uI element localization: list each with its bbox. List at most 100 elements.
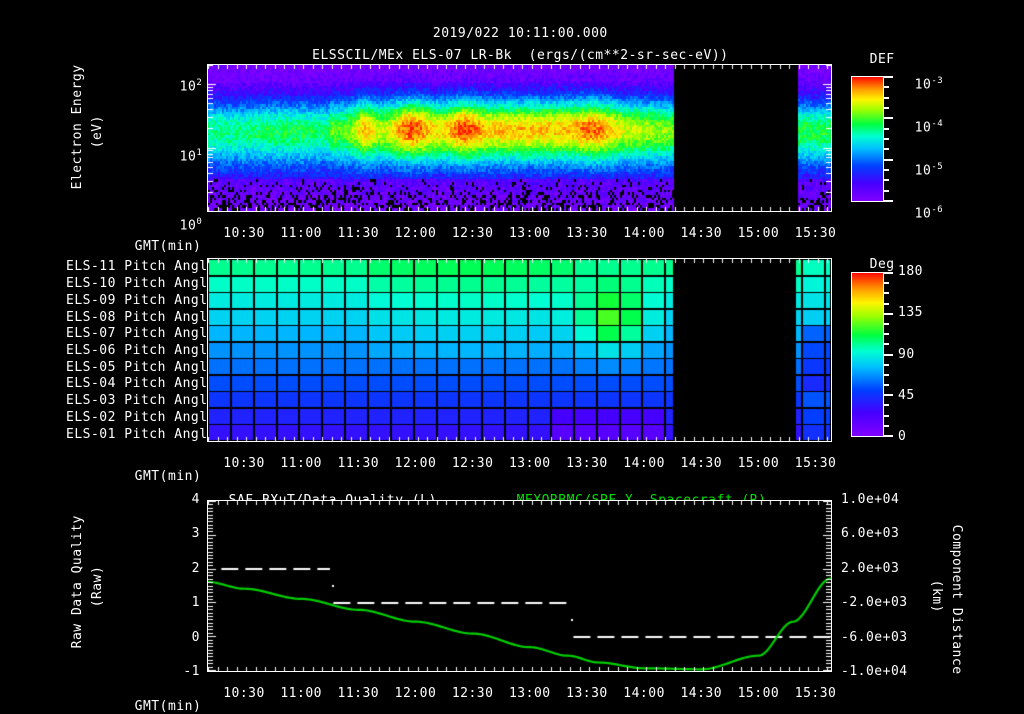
time-tick-label: 10:30: [223, 226, 265, 241]
def-tick-label-3: 10-6: [898, 193, 944, 222]
pitch-angle-row-label: ELS-09 Pitch Angle: [66, 292, 216, 308]
panel3-right-tick-label: 6.0e+03: [841, 526, 900, 542]
time-tick-label: 11:00: [280, 686, 322, 701]
pitch-angle-row-label: ELS-08 Pitch Angle: [66, 309, 216, 325]
subtitle-label: ELSSCIL/MEx ELS-07 LR-Bk (ergs/(cm**2-sr…: [312, 48, 729, 63]
panel3-ylabel-left: Raw Data Quality: [58, 508, 85, 673]
panel3-right-tick-label: 1.0e+04: [841, 492, 900, 507]
panel2-time-ticklabels: 10:30 11:00 11:30 12:00 12:30 13:00 13:30 14:00…: [207, 456, 836, 473]
pitch-angle-row-label: ELS-01 Pitch Angle: [66, 426, 216, 442]
panel3-left-tick-label: 1: [191, 595, 200, 611]
spectrogram-panel[interactable]: [207, 64, 832, 212]
deg-colorbar-ticks: [884, 272, 896, 437]
time-tick-label: 11:30: [337, 456, 380, 471]
colorbar-tick: [884, 128, 889, 130]
colorbar-tick: [884, 425, 889, 427]
colorbar-tick: [884, 179, 889, 181]
def-colorbar-title: DEF: [853, 40, 895, 66]
panel3-ylabel-right-unit: (km): [929, 560, 956, 616]
colorbar-tick: [884, 159, 893, 161]
cb-mantissa: 10: [914, 77, 932, 93]
panel3-ylabel-left-unit: (Raw): [78, 565, 105, 625]
time-tick-label: 14:00: [623, 686, 665, 701]
time-tick-label: 13:30: [566, 686, 608, 701]
colorbar-tick: [884, 394, 893, 396]
cb-mantissa: 10: [914, 120, 932, 136]
data-quality-panel[interactable]: [207, 500, 832, 672]
subtitle: ELSSCIL/MEx ELS-07 LR-Bk (ergs/(cm**2-sr…: [0, 36, 1024, 62]
cb-exponent: -6: [931, 205, 944, 215]
colorbar-tick: [884, 138, 889, 140]
deg-tick-label: 180: [898, 264, 923, 279]
deg-colorbar-title-text: Deg: [869, 257, 895, 272]
panel1-ylabel: Electron Energy: [58, 60, 85, 210]
pitch-angle-panel[interactable]: [207, 258, 832, 442]
cb-exponent: -4: [931, 119, 944, 129]
ytick-exponent: 1: [196, 148, 203, 158]
page-title: 2019/022 10:11:00.000: [0, 14, 1024, 40]
time-tick-label: 12:30: [451, 226, 494, 241]
colorbar-tick: [884, 190, 889, 192]
time-tick-label: 15:30: [794, 226, 837, 241]
pitch-angle-row-label: ELS-06 Pitch Angle: [66, 343, 216, 358]
colorbar-tick: [884, 333, 889, 335]
colorbar-tick: [884, 364, 889, 366]
ytick-mantissa: 10: [179, 79, 197, 95]
panel3-xlabel-text: GMT(min): [134, 699, 202, 714]
time-tick-label: 14:30: [680, 686, 723, 701]
time-tick-label: 14:30: [680, 456, 723, 471]
colorbar-tick: [884, 117, 893, 119]
colorbar-tick: [884, 435, 893, 437]
colorbar-tick: [884, 374, 889, 376]
def-tick-label-1: 10-4: [898, 107, 944, 136]
colorbar-tick: [884, 303, 889, 305]
pitch-angle-row-label: ELS-11 Pitch Angle: [66, 259, 216, 275]
time-tick-label: 13:30: [566, 226, 608, 241]
pitch-angle-row-label: ELS-07 Pitch Angle: [66, 326, 216, 342]
pitch-angle-row-label: ELS-05 Pitch Angle: [66, 359, 216, 375]
time-tick-label: 13:30: [566, 456, 608, 471]
panel3-left-tick-label: -1: [183, 664, 200, 679]
pitch-angle-row-label: ELS-04 Pitch Angle: [66, 376, 216, 392]
time-tick-label: 12:30: [451, 456, 494, 471]
panel3-right-tick-label: -2.0e+03: [841, 595, 908, 611]
panel2-xlabel: GMT(min): [118, 457, 201, 483]
time-tick-label: 11:00: [280, 226, 322, 241]
ytick-exponent: 0: [196, 217, 203, 227]
deg-tick-label: 0: [898, 429, 907, 444]
panel3-left-tick-label: 3: [191, 526, 200, 542]
deg-colorbar[interactable]: [851, 272, 884, 437]
colorbar-tick: [884, 354, 893, 356]
time-tick-label: 13:00: [508, 456, 551, 471]
colorbar-tick: [884, 148, 889, 150]
colorbar-tick: [884, 313, 893, 315]
cb-exponent: -3: [931, 76, 944, 86]
panel3-xlabel: GMT(min): [118, 687, 201, 713]
def-colorbar[interactable]: [851, 76, 884, 202]
cb-mantissa: 10: [914, 206, 932, 222]
colorbar-tick: [884, 272, 893, 274]
def-colorbar-title-text: DEF: [869, 52, 895, 67]
panel3-ylabel-right-text: Component Distance: [949, 524, 964, 675]
def-colorbar-ticks: [884, 76, 896, 202]
panel3-right-tick-label: -1.0e+04: [841, 664, 908, 679]
panel3-ylabel-right-unit-text: (km): [929, 579, 944, 613]
def-tick-label-0: 10-3: [898, 64, 944, 93]
colorbar-tick: [884, 169, 889, 171]
ytick-mantissa: 10: [179, 149, 197, 165]
colorbar-tick: [884, 384, 889, 386]
pitch-angle-row-label: ELS-10 Pitch Angle: [66, 276, 216, 292]
panel3-time-ticklabels: 10:30 11:00 11:30 12:00 12:30 13:00 13:30 14:00…: [207, 686, 836, 703]
time-tick-label: 10:30: [223, 456, 265, 471]
time-tick-label: 10:30: [223, 686, 265, 701]
colorbar-tick: [884, 282, 889, 284]
deg-tick-label: 90: [898, 346, 915, 362]
time-tick-label: 13:00: [508, 686, 551, 701]
def-tick-label-2: 10-5: [898, 150, 943, 178]
panel1-ylabel-unit: (eV): [78, 110, 105, 170]
colorbar-tick: [884, 86, 889, 88]
time-tick-label: 14:30: [680, 226, 723, 241]
deg-colorbar-title: Deg: [853, 245, 895, 271]
colorbar-tick: [884, 76, 893, 78]
panel3-ylabel-left-unit-text: (Raw): [90, 565, 105, 608]
